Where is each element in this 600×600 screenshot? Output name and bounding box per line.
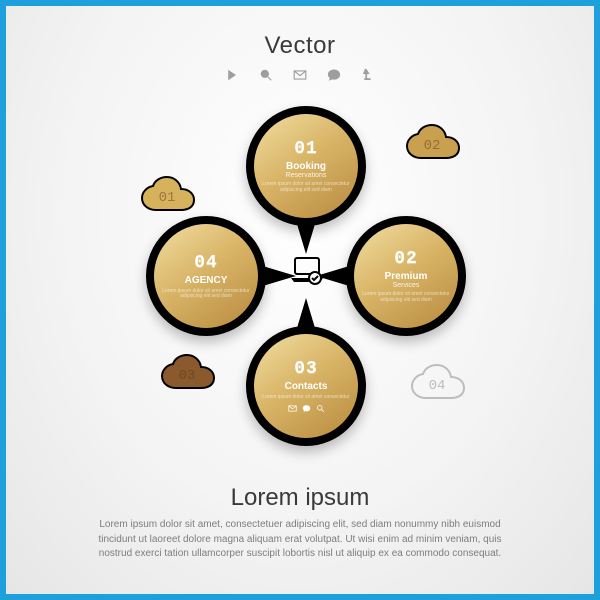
petal-number: 04 xyxy=(194,253,218,273)
petal-body: Lorem ipsum dolor sit amet consectetur a… xyxy=(162,289,250,300)
petal-body: Lorem ipsum dolor sit amet consectetur a… xyxy=(362,292,450,303)
petal-disc: 01 Booking Reservations Lorem ipsum dolo… xyxy=(246,106,366,226)
cloud-number: 02 xyxy=(401,138,463,154)
petal-body: Lorem ipsum dolor sit amet consectetur a… xyxy=(262,182,350,193)
petal-sublabel: Reservations xyxy=(286,172,327,179)
footer-title: Lorem ipsum xyxy=(231,484,370,512)
cloud-02: 02 xyxy=(401,124,467,166)
laptop-check-icon xyxy=(289,256,325,286)
petal-number: 01 xyxy=(294,139,318,159)
mail-icon xyxy=(293,68,307,87)
cloud-number: 01 xyxy=(136,190,198,206)
header-title: Vector xyxy=(264,32,335,60)
petal-label: Booking xyxy=(286,161,326,172)
lamp-icon xyxy=(361,68,375,87)
footer-body: Lorem ipsum dolor sit amet, consectetuer… xyxy=(86,518,514,562)
cloud-04: 04 xyxy=(406,364,472,406)
search-icon xyxy=(316,404,325,413)
petal-mini-icons xyxy=(288,404,325,413)
cloud-number: 03 xyxy=(156,368,218,384)
chat-icon xyxy=(327,68,341,87)
petal-number: 02 xyxy=(394,249,418,269)
petal-label: Premium xyxy=(385,271,428,282)
cloud-01: 01 xyxy=(136,176,202,218)
petal-label: Contacts xyxy=(285,381,328,392)
petal-label: AGENCY xyxy=(185,275,228,286)
header-icon-row xyxy=(225,68,375,87)
cloud-number: 04 xyxy=(406,378,468,394)
play-icon xyxy=(225,68,239,87)
petal-number: 03 xyxy=(294,359,318,379)
petal-sublabel: Services xyxy=(393,282,420,289)
mail-icon xyxy=(288,404,297,413)
search-icon xyxy=(259,68,273,87)
infographic-frame: Vector 01 Booking Reservations Lorem ips… xyxy=(0,0,600,600)
petal-disc: 04 AGENCY Lorem ipsum dolor sit amet con… xyxy=(146,216,266,336)
petal-04: 04 AGENCY Lorem ipsum dolor sit amet con… xyxy=(146,216,266,376)
cloud-03: 03 xyxy=(156,354,222,396)
petal-body: Lorem ipsum dolor sit amet consectetur xyxy=(262,395,350,401)
chat-icon xyxy=(302,404,311,413)
